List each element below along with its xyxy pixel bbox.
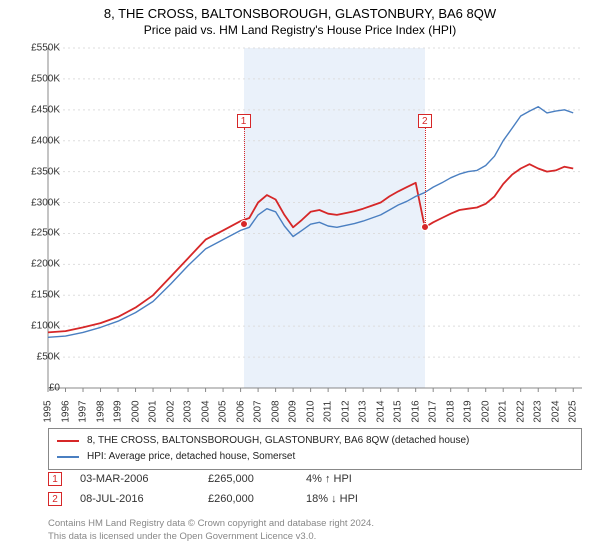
legend: 8, THE CROSS, BALTONSBOROUGH, GLASTONBUR…: [48, 428, 582, 470]
x-tick-label: 2007: [253, 400, 264, 422]
legend-swatch: [57, 456, 79, 458]
footer-line-2: This data is licensed under the Open Gov…: [48, 531, 582, 544]
x-tick-label: 2000: [130, 400, 141, 422]
x-tick-label: 2021: [498, 400, 509, 422]
x-tick-label: 2022: [515, 400, 526, 422]
chart-title-block: 8, THE CROSS, BALTONSBOROUGH, GLASTONBUR…: [0, 0, 600, 37]
x-tick-label: 2006: [235, 400, 246, 422]
x-tick-label: 1999: [113, 400, 124, 422]
y-tick-label: £300K: [31, 197, 60, 208]
y-tick-label: £400K: [31, 135, 60, 146]
transaction-row: 1 03-MAR-2006 £265,000 4% ↑ HPI: [48, 472, 582, 486]
plot-region: 12: [48, 48, 582, 388]
x-tick-label: 2008: [270, 400, 281, 422]
marker-connector: [425, 128, 426, 227]
y-tick-label: £100K: [31, 321, 60, 332]
x-tick-label: 1995: [43, 400, 54, 422]
marker-dot: [240, 220, 248, 228]
y-tick-label: £150K: [31, 290, 60, 301]
x-tick-label: 2024: [550, 400, 561, 422]
footer-line-1: Contains HM Land Registry data © Crown c…: [48, 518, 582, 531]
x-tick-label: 2025: [568, 400, 579, 422]
x-tick-label: 2017: [428, 400, 439, 422]
x-tick-label: 2005: [218, 400, 229, 422]
marker-connector: [244, 128, 245, 224]
x-tick-label: 2004: [200, 400, 211, 422]
transaction-date: 03-MAR-2006: [80, 473, 190, 485]
x-tick-label: 2009: [288, 400, 299, 422]
x-tick-label: 2014: [375, 400, 386, 422]
transaction-price: £265,000: [208, 473, 288, 485]
transaction-marker: 2: [48, 492, 62, 506]
x-tick-label: 2016: [410, 400, 421, 422]
x-tick-label: 2003: [183, 400, 194, 422]
legend-item: HPI: Average price, detached house, Some…: [57, 449, 573, 465]
x-tick-label: 2020: [480, 400, 491, 422]
x-tick-label: 1998: [95, 400, 106, 422]
y-tick-label: £50K: [37, 352, 60, 363]
transaction-date: 08-JUL-2016: [80, 493, 190, 505]
x-tick-label: 2012: [340, 400, 351, 422]
title-line-2: Price paid vs. HM Land Registry's House …: [0, 23, 600, 37]
transactions: 1 03-MAR-2006 £265,000 4% ↑ HPI 2 08-JUL…: [48, 472, 582, 512]
y-tick-label: £350K: [31, 166, 60, 177]
x-tick-label: 2019: [463, 400, 474, 422]
y-tick-label: £0: [49, 383, 60, 394]
legend-swatch: [57, 440, 79, 442]
x-tick-label: 2011: [323, 401, 334, 423]
chart-svg: [48, 48, 582, 388]
transaction-marker: 1: [48, 472, 62, 486]
legend-label: 8, THE CROSS, BALTONSBOROUGH, GLASTONBUR…: [87, 433, 469, 449]
footer: Contains HM Land Registry data © Crown c…: [48, 518, 582, 544]
marker-label: 2: [418, 114, 432, 128]
x-tick-label: 1997: [78, 400, 89, 422]
transaction-pct: 4% ↑ HPI: [306, 473, 406, 485]
x-tick-label: 2002: [165, 400, 176, 422]
x-tick-label: 2015: [393, 400, 404, 422]
y-tick-label: £450K: [31, 104, 60, 115]
x-tick-label: 2010: [305, 400, 316, 422]
marker-dot: [421, 223, 429, 231]
x-tick-label: 2001: [148, 400, 159, 422]
transaction-pct: 18% ↓ HPI: [306, 493, 406, 505]
title-line-1: 8, THE CROSS, BALTONSBOROUGH, GLASTONBUR…: [0, 6, 600, 21]
chart-area: 12: [48, 48, 582, 388]
legend-item: 8, THE CROSS, BALTONSBOROUGH, GLASTONBUR…: [57, 433, 573, 449]
marker-label: 1: [237, 114, 251, 128]
y-tick-label: £550K: [31, 43, 60, 54]
y-tick-label: £250K: [31, 228, 60, 239]
x-tick-label: 2018: [445, 400, 456, 422]
x-tick-label: 2023: [533, 400, 544, 422]
y-tick-label: £500K: [31, 73, 60, 84]
x-tick-label: 1996: [60, 400, 71, 422]
x-tick-label: 2013: [358, 400, 369, 422]
transaction-price: £260,000: [208, 493, 288, 505]
legend-label: HPI: Average price, detached house, Some…: [87, 449, 295, 465]
transaction-row: 2 08-JUL-2016 £260,000 18% ↓ HPI: [48, 492, 582, 506]
y-tick-label: £200K: [31, 259, 60, 270]
